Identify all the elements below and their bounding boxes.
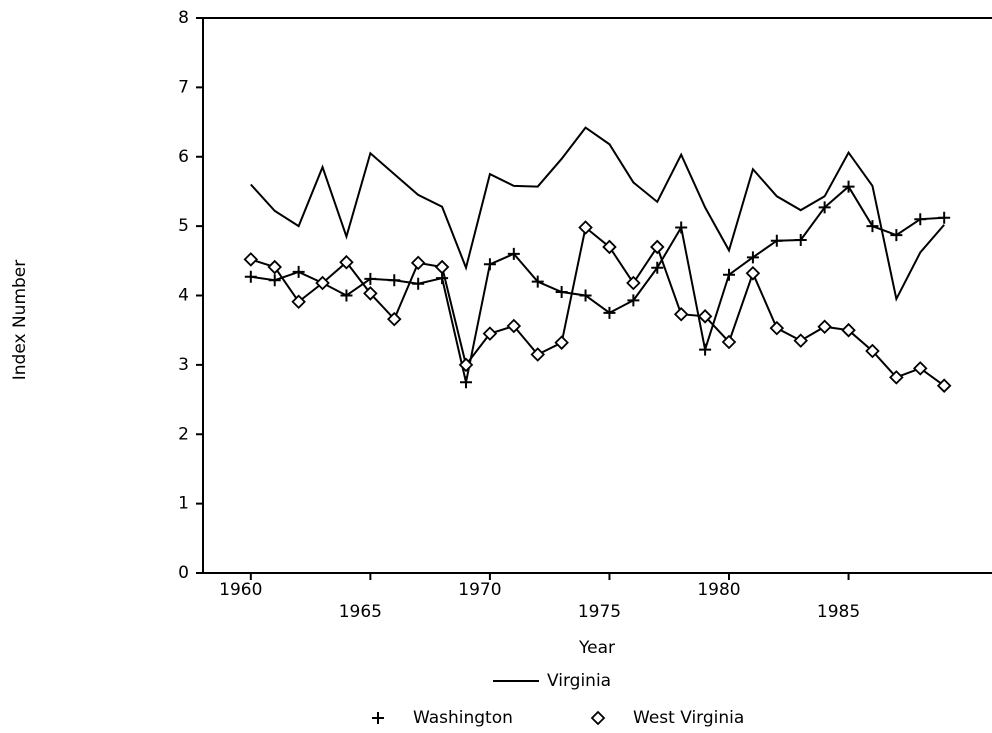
point-marker — [482, 326, 498, 341]
series-line — [250, 126, 945, 302]
point-marker — [460, 376, 472, 389]
y-tick-label: 5 — [178, 216, 189, 236]
point-marker — [627, 294, 640, 307]
point-marker — [721, 334, 737, 350]
point-marker — [387, 311, 402, 327]
legend-swatch — [590, 710, 606, 726]
point-marker — [530, 347, 545, 362]
point-marker — [531, 275, 544, 288]
point-marker — [841, 322, 856, 338]
point-marker — [364, 272, 377, 285]
y-tick-label: 1 — [178, 494, 189, 514]
point-marker — [675, 221, 688, 234]
legend-label: Virginia — [547, 671, 611, 691]
y-tick-label: 0 — [178, 563, 189, 583]
point-marker — [866, 220, 879, 233]
x-tick-label: 1965 — [339, 602, 382, 622]
point-marker — [793, 333, 808, 348]
legend-label: Washington — [413, 708, 513, 728]
x-tick-label: 1985 — [817, 602, 860, 622]
point-marker — [889, 370, 904, 385]
y-tick-label: 8 — [178, 8, 189, 28]
point-marker — [746, 251, 759, 264]
point-marker — [817, 319, 832, 334]
plot-frame — [202, 17, 992, 574]
x-tick-label: 1975 — [578, 602, 621, 622]
point-marker — [699, 343, 712, 356]
point-marker — [434, 259, 450, 275]
y-tick-label: 2 — [178, 424, 189, 444]
point-marker — [292, 265, 305, 278]
point-marker — [794, 234, 807, 246]
point-marker — [339, 254, 354, 270]
point-marker — [936, 378, 952, 393]
point-marker — [315, 275, 330, 291]
point-marker — [938, 211, 951, 224]
point-marker — [412, 277, 425, 290]
point-marker — [340, 289, 353, 302]
point-marker — [363, 286, 378, 301]
y-tick-label: 3 — [178, 355, 189, 375]
point-marker — [602, 239, 617, 255]
y-tick-label: 4 — [178, 286, 189, 306]
point-marker — [650, 239, 665, 255]
x-tick-label: 1980 — [697, 580, 740, 600]
x-tick-label: 1960 — [219, 580, 262, 600]
point-marker — [458, 357, 474, 373]
point-marker — [243, 252, 259, 267]
point-marker — [506, 318, 522, 334]
point-marker — [697, 309, 713, 324]
point-marker — [578, 220, 593, 235]
point-marker — [268, 274, 281, 287]
point-marker — [818, 201, 831, 214]
x-axis-label: Year — [578, 638, 615, 658]
point-marker — [388, 274, 401, 287]
point-marker — [410, 255, 426, 271]
point-marker — [555, 286, 568, 299]
point-marker — [673, 306, 689, 322]
point-marker — [769, 320, 785, 336]
point-marker — [507, 247, 520, 260]
point-marker — [291, 294, 306, 310]
point-marker — [865, 343, 880, 359]
point-marker — [267, 259, 282, 275]
point-marker — [914, 213, 927, 226]
y-tick-label: 6 — [178, 147, 189, 167]
series-line — [250, 225, 945, 387]
legend-label: West Virginia — [633, 708, 744, 728]
point-marker — [723, 268, 735, 281]
point-marker — [626, 275, 641, 291]
series-line — [250, 185, 945, 383]
point-marker — [603, 306, 616, 319]
point-marker — [554, 335, 569, 350]
point-marker — [579, 289, 592, 302]
point-marker — [244, 270, 257, 283]
point-marker — [770, 234, 783, 247]
legend-swatch — [372, 712, 384, 724]
point-marker — [651, 261, 664, 274]
y-axis-label: Index Number — [10, 260, 30, 381]
y-tick-label: 7 — [178, 77, 189, 97]
point-marker — [483, 258, 496, 271]
point-marker — [842, 180, 855, 193]
x-tick-label: 1970 — [458, 580, 501, 600]
point-marker — [890, 229, 903, 242]
point-marker — [745, 266, 761, 281]
point-marker — [913, 361, 928, 376]
